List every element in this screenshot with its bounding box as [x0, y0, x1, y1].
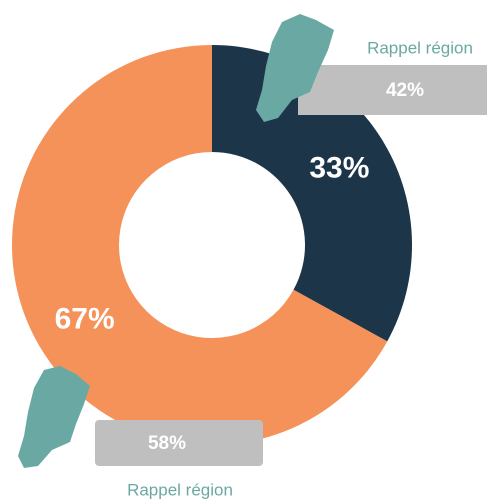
- region-icon: [18, 366, 90, 468]
- donut-slice: [11, 45, 388, 445]
- annotation-title: Rappel région: [127, 480, 233, 499]
- donut-slice: [212, 45, 412, 342]
- data-label: 67%: [55, 302, 115, 335]
- annotation-box: [95, 420, 263, 466]
- donut: 33% 67%: [11, 45, 412, 445]
- annotation-value: 42%: [386, 80, 424, 101]
- region-icon: [256, 14, 334, 122]
- annotation-title: Rappel région: [367, 38, 473, 57]
- annotation-box: [298, 65, 487, 115]
- data-label: 33%: [309, 152, 369, 185]
- annotation-value: 58%: [148, 433, 186, 454]
